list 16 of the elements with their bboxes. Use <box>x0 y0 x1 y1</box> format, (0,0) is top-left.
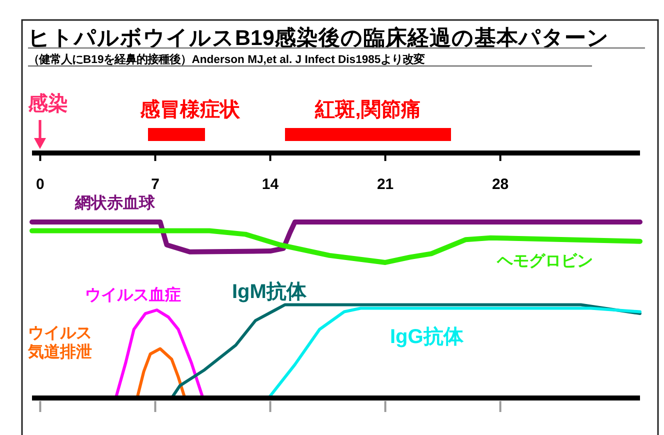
text: 紅斑,関節痛 <box>314 98 421 121</box>
x-tick-label: 14 <box>262 176 280 193</box>
x-tick-label: 0 <box>36 176 44 193</box>
series-label: ヘモグロビン <box>496 252 593 270</box>
x-tick-label: 7 <box>151 176 160 193</box>
x-tick-label: 28 <box>492 176 509 193</box>
series-label: 網状赤血球 <box>74 194 156 212</box>
text: ウイルス気道排泄 <box>27 325 92 361</box>
text: 感冒様症状 <box>139 98 241 121</box>
series-label: IgM抗体 <box>232 281 308 303</box>
chart-title: ヒトパルボウイルスB19感染後の臨床経過の基本パターン <box>28 25 610 50</box>
chart-subtitle: （健常人にB19を経鼻的接種後）Anderson MJ,et al. J Infect Dis1985より改変 <box>28 53 425 66</box>
x-tick-label: 21 <box>376 176 394 193</box>
series-label: IgG抗体 <box>390 326 464 348</box>
series-label: ウイルス血症 <box>85 286 181 304</box>
text: 感染 <box>27 92 68 115</box>
